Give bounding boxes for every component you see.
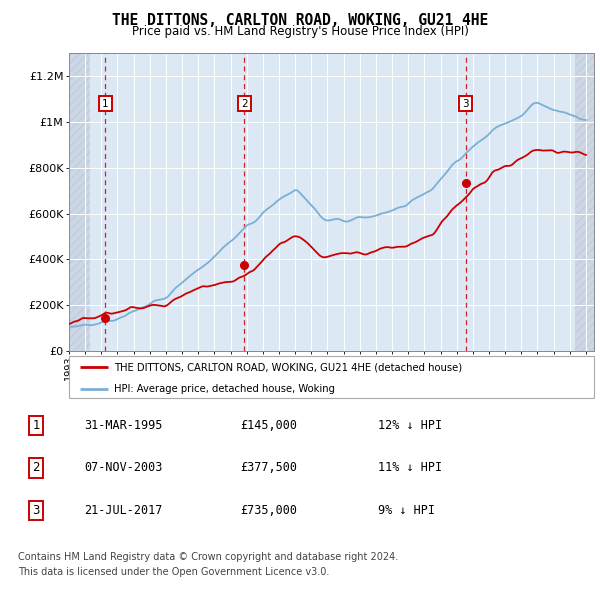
Text: 07-NOV-2003: 07-NOV-2003 <box>84 461 163 474</box>
Bar <box>575 53 594 351</box>
Text: THE DITTONS, CARLTON ROAD, WOKING, GU21 4HE (detached house): THE DITTONS, CARLTON ROAD, WOKING, GU21 … <box>113 362 462 372</box>
Text: £735,000: £735,000 <box>240 504 297 517</box>
Text: HPI: Average price, detached house, Woking: HPI: Average price, detached house, Woki… <box>113 384 335 394</box>
Text: Price paid vs. HM Land Registry's House Price Index (HPI): Price paid vs. HM Land Registry's House … <box>131 25 469 38</box>
Bar <box>69 53 90 351</box>
Text: Contains HM Land Registry data © Crown copyright and database right 2024.: Contains HM Land Registry data © Crown c… <box>18 552 398 562</box>
Text: £145,000: £145,000 <box>240 419 297 432</box>
Text: 12% ↓ HPI: 12% ↓ HPI <box>378 419 442 432</box>
Text: 1: 1 <box>32 419 40 432</box>
Text: 3: 3 <box>32 504 40 517</box>
FancyBboxPatch shape <box>69 356 594 398</box>
Text: 3: 3 <box>463 99 469 109</box>
Text: 2: 2 <box>32 461 40 474</box>
Text: 9% ↓ HPI: 9% ↓ HPI <box>378 504 435 517</box>
Text: This data is licensed under the Open Government Licence v3.0.: This data is licensed under the Open Gov… <box>18 567 329 577</box>
Text: £377,500: £377,500 <box>240 461 297 474</box>
Text: 1: 1 <box>102 99 109 109</box>
Text: 11% ↓ HPI: 11% ↓ HPI <box>378 461 442 474</box>
Text: 21-JUL-2017: 21-JUL-2017 <box>84 504 163 517</box>
Text: 2: 2 <box>241 99 248 109</box>
Text: THE DITTONS, CARLTON ROAD, WOKING, GU21 4HE: THE DITTONS, CARLTON ROAD, WOKING, GU21 … <box>112 13 488 28</box>
Text: 31-MAR-1995: 31-MAR-1995 <box>84 419 163 432</box>
